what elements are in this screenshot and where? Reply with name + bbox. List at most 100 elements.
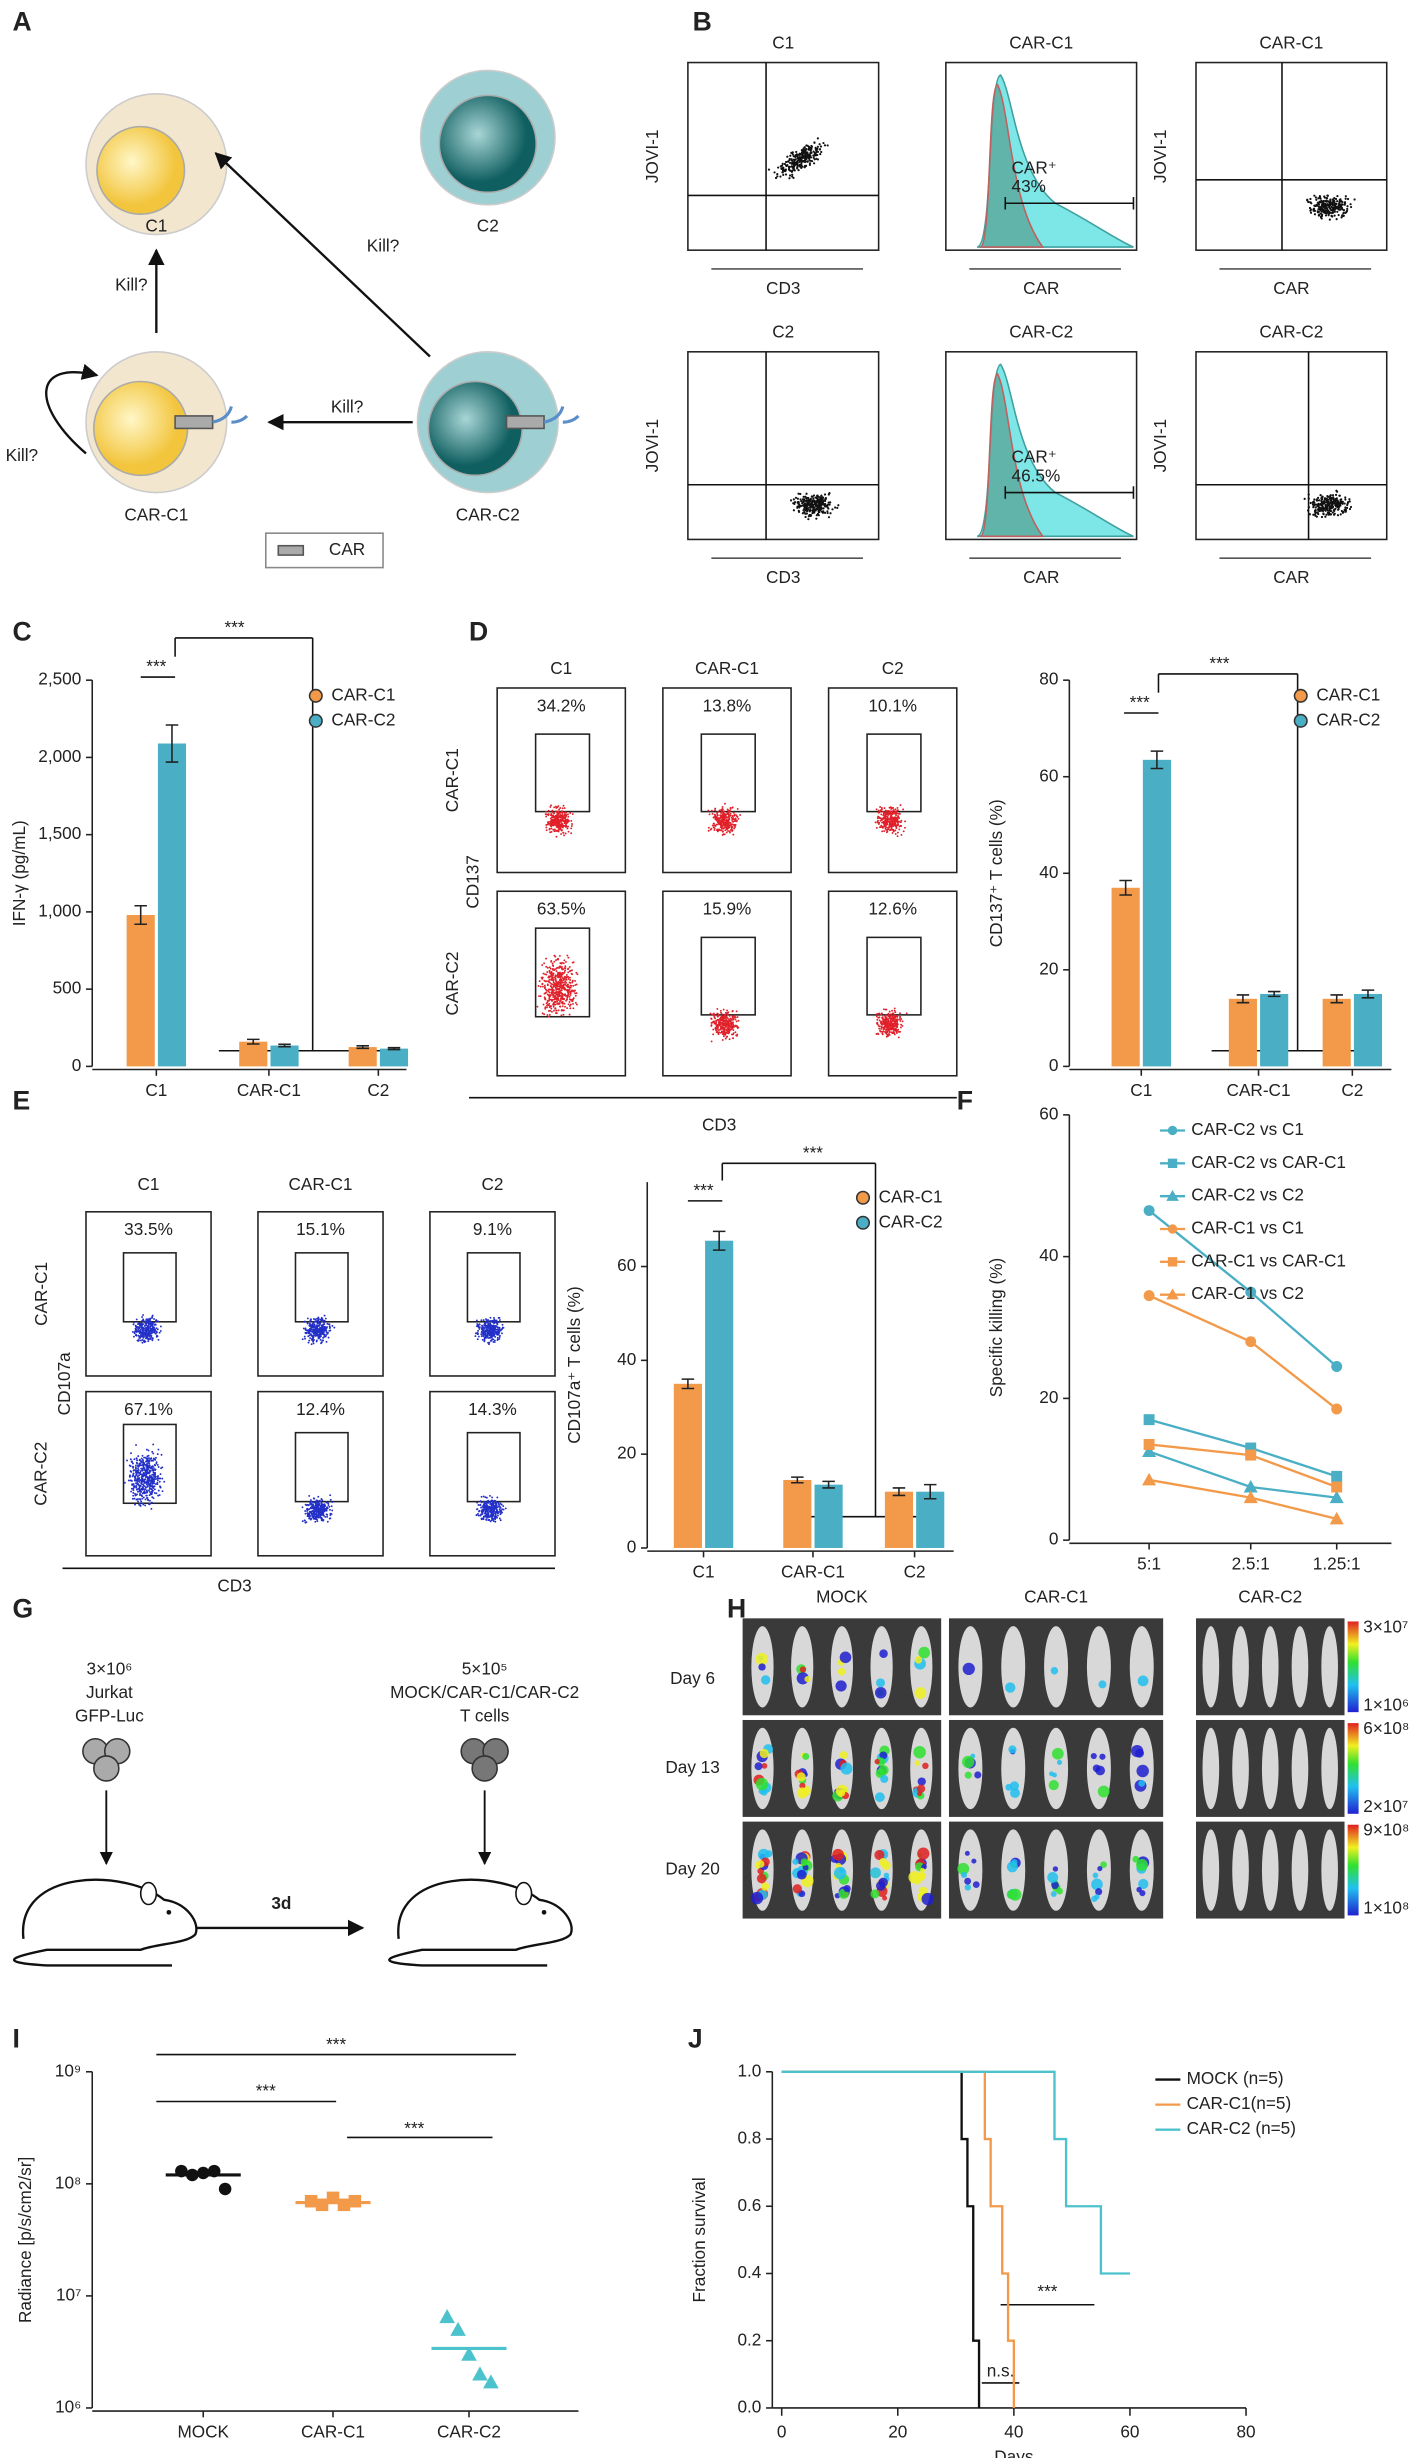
event: [728, 823, 730, 826]
event: [887, 828, 890, 830]
event: [792, 176, 795, 180]
event: [158, 1331, 161, 1334]
event: [1334, 493, 1338, 496]
event: [888, 825, 891, 828]
column-title: CAR-C1: [289, 1174, 353, 1194]
event: [885, 826, 888, 829]
event: [541, 982, 544, 985]
gate-value: 15.9%: [703, 899, 752, 919]
event: [1336, 514, 1340, 517]
event: [791, 169, 794, 172]
event: [1349, 505, 1353, 509]
event: [820, 503, 823, 506]
event: [544, 973, 547, 976]
nucleus: [438, 94, 538, 194]
event: [153, 1331, 156, 1334]
event: [543, 992, 546, 995]
event: [133, 1479, 136, 1482]
event: [875, 826, 878, 829]
event: [150, 1332, 153, 1334]
event: [716, 1030, 719, 1033]
event: [538, 980, 541, 983]
event: [542, 972, 545, 975]
event: [329, 1498, 332, 1501]
event: [559, 997, 562, 1000]
event: [147, 1498, 150, 1501]
event: [726, 1023, 729, 1026]
event: [725, 831, 728, 834]
event: [878, 1012, 881, 1015]
event: [1333, 512, 1336, 515]
event: [132, 1491, 135, 1494]
event: [143, 1456, 146, 1459]
event: [559, 983, 562, 986]
event: [712, 1021, 714, 1024]
event: [723, 810, 726, 813]
event: [308, 1322, 311, 1325]
event: [885, 1026, 888, 1029]
event: [149, 1475, 152, 1478]
event: [570, 825, 573, 827]
event: [141, 1469, 144, 1471]
event: [728, 1014, 731, 1017]
event: [142, 1336, 145, 1339]
event: [800, 164, 803, 167]
event: [714, 1022, 717, 1025]
event: [1331, 500, 1334, 504]
event: [548, 971, 551, 974]
event: [803, 146, 806, 149]
event: [715, 815, 718, 818]
row-label: CAR-C2: [31, 1442, 51, 1506]
event: [879, 819, 882, 822]
legend-label: CAR: [329, 539, 365, 559]
event: [802, 509, 805, 512]
event: [1332, 499, 1335, 503]
event: [729, 814, 732, 817]
event: [153, 1475, 156, 1478]
event: [815, 508, 818, 511]
event: [803, 511, 806, 514]
event: [148, 1470, 151, 1473]
event: [143, 1341, 146, 1344]
event: [828, 503, 831, 506]
event: [1322, 211, 1326, 214]
event: [900, 834, 903, 836]
event: [155, 1327, 158, 1330]
event: [1320, 199, 1323, 202]
event: [141, 1454, 144, 1457]
event: [136, 1493, 138, 1496]
event: [559, 976, 562, 979]
event: [883, 1022, 886, 1025]
event: [138, 1485, 141, 1488]
event: [1331, 202, 1334, 205]
event: [565, 960, 567, 963]
event: [788, 174, 792, 177]
event: [547, 975, 550, 978]
event: [723, 1026, 726, 1029]
event: [142, 1319, 145, 1322]
event: [567, 815, 570, 818]
event: [566, 996, 569, 999]
event: [150, 1334, 153, 1337]
arrow: [214, 152, 431, 358]
event: [563, 970, 566, 973]
event: [721, 827, 723, 830]
event: [892, 809, 895, 811]
event: [560, 829, 563, 832]
event: [569, 981, 572, 984]
event: [731, 818, 734, 821]
event: [487, 1326, 490, 1328]
event: [159, 1473, 162, 1476]
gate: [534, 927, 591, 1018]
event: [891, 832, 894, 834]
event: [718, 821, 721, 824]
event: [733, 824, 736, 826]
plot-frame: [945, 61, 1138, 251]
event: [569, 979, 572, 981]
event: [1344, 195, 1347, 198]
event: [552, 993, 555, 996]
event: [155, 1477, 158, 1480]
event: [141, 1485, 144, 1488]
event: [884, 1015, 887, 1018]
event: [805, 499, 809, 502]
